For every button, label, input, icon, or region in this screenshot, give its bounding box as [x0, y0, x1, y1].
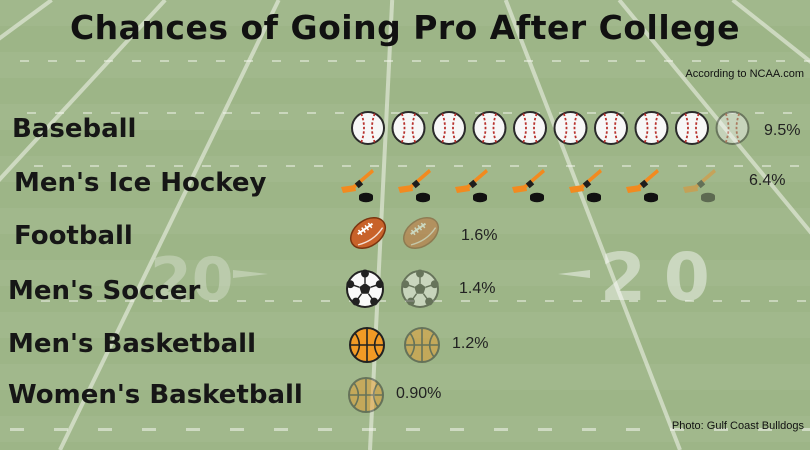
hockey-stick-icon [341, 169, 374, 203]
yard-number-right: 20 [600, 239, 728, 316]
category-label-football: Football [14, 221, 133, 251]
baseball-icon [513, 111, 547, 145]
baseball-icon [594, 111, 628, 145]
value-label-womens-basketball: 0.90% [396, 385, 442, 402]
baseball-icon [432, 111, 466, 145]
value-label-mens-basketball: 1.2% [452, 335, 489, 352]
soccer-ball-icon-partial [401, 269, 439, 308]
hockey-stick-icon [512, 169, 545, 203]
baseball-icon [553, 111, 588, 145]
category-label-baseball: Baseball [12, 114, 137, 144]
yard-number-left: 20 [150, 245, 234, 315]
basketball-icon-partial [404, 327, 440, 363]
value-label-baseball: 9.5% [764, 122, 801, 139]
basketball-icon [349, 327, 385, 363]
pictogram-row-0 [351, 111, 750, 145]
pictogram-row-1 [341, 169, 716, 203]
value-label-mens-soccer: 1.4% [459, 280, 496, 297]
hockey-stick-icon [626, 169, 659, 203]
basketball-icon-partial [348, 377, 384, 413]
pictogram-row-4 [349, 327, 440, 363]
baseball-icon [391, 111, 426, 145]
baseball-icon [351, 111, 385, 145]
hockey-stick-icon-partial [683, 169, 716, 203]
value-label-football: 1.6% [461, 227, 498, 244]
baseball-icon [634, 111, 669, 145]
baseball-icon [472, 111, 507, 145]
hockey-stick-icon [569, 169, 602, 203]
hockey-stick-icon [398, 169, 431, 203]
category-label-mens-basketball: Men's Basketball [8, 329, 256, 359]
category-label-mens-soccer: Men's Soccer [8, 276, 201, 306]
baseball-icon [675, 111, 709, 145]
football-icon-partial [402, 217, 440, 249]
pictogram-row-5 [348, 377, 384, 413]
pictogram-row-3 [346, 269, 439, 308]
chart-title: Chances of Going Pro After College [69, 8, 741, 47]
source-note: According to NCAA.com [685, 68, 804, 80]
pictogram-row-2 [349, 217, 440, 249]
category-label-mens-ice-hockey: Men's Ice Hockey [14, 168, 267, 198]
value-label-mens-ice-hockey: 6.4% [749, 172, 786, 189]
football-icon [349, 217, 387, 249]
baseball-icon-partial [715, 111, 750, 145]
photo-credit: Photo: Gulf Coast Bulldogs [671, 420, 804, 432]
hockey-stick-icon [455, 169, 488, 203]
category-label-womens-basketball: Women's Basketball [8, 380, 303, 410]
soccer-ball-icon [346, 269, 384, 308]
